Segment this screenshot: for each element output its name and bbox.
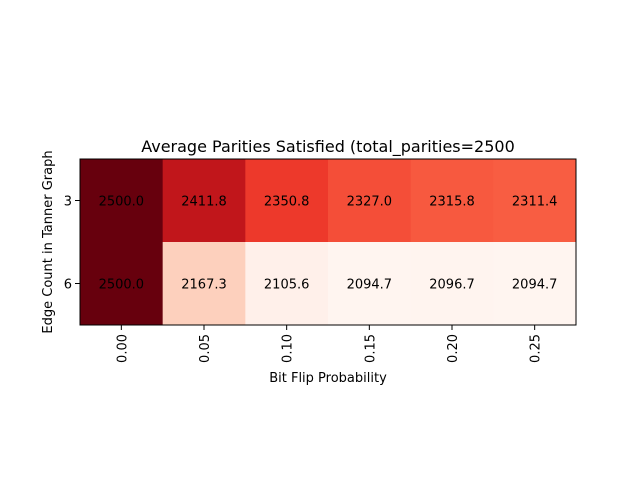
cell-value-label-r0-c1: 2411.8: [181, 195, 227, 210]
heatmap-cell-r1-c0: [80, 242, 164, 326]
heatmap-cell-r1-c1: [162, 242, 246, 326]
x-tick-label-2: 0.10: [281, 334, 296, 363]
y-axis-ticks: 36: [64, 195, 80, 293]
x-tick-label-0: 0.00: [115, 334, 130, 363]
x-axis-ticks: 0.00 0.05 0.10 0.15 0.20 0.25: [115, 325, 544, 363]
heatmap-cell-r0-c5: [493, 159, 577, 243]
x-tick-label-5: 0.25: [529, 334, 544, 363]
heatmap-cell-r0-c2: [245, 159, 329, 243]
x-tick-label-3: 0.15: [363, 334, 378, 363]
cell-value-label-r0-c4: 2315.8: [429, 195, 475, 210]
cell-value-label-r1-c0: 2500.0: [99, 278, 145, 293]
heatmap-cell-r0-c0: [80, 159, 164, 243]
cell-value-label-r1-c1: 2167.3: [181, 278, 227, 293]
x-tick-label-4: 0.20: [446, 334, 461, 363]
cell-value-label-r1-c4: 2096.7: [429, 278, 475, 293]
cell-value-label-r1-c3: 2094.7: [347, 278, 393, 293]
y-tick-label-1: 6: [64, 278, 72, 293]
heatmap-cell-r0-c1: [162, 159, 246, 243]
y-tick-label-0: 3: [64, 195, 72, 210]
x-tick-label-1: 0.05: [198, 334, 213, 363]
cell-value-label-r0-c2: 2350.8: [264, 195, 310, 210]
plot-frame: [79, 158, 577, 326]
heatmap-cell-labels: 2500.0 2411.8 2350.8 2327.0 2315.8 2311.4 2500…: [99, 195, 558, 293]
x-axis-label: Bit Flip Probability: [269, 371, 387, 386]
cell-value-label-r0-c5: 2311.4: [512, 195, 558, 210]
heatmap-cell-r1-c4: [410, 242, 494, 326]
cell-value-label-r1-c2: 2105.6: [264, 278, 310, 293]
heatmap-cell-r0-c4: [410, 159, 494, 243]
heatmap-cell-r1-c2: [245, 242, 329, 326]
heatmap-cell-r1-c3: [328, 242, 412, 326]
cell-value-label-r0-c0: 2500.0: [99, 195, 145, 210]
chart-title: Average Parities Satisfied (total_pariti…: [141, 137, 515, 157]
cell-value-label-r1-c5: 2094.7: [512, 278, 558, 293]
heatmap-cell-r0-c3: [328, 159, 412, 243]
heatmap-cells: [80, 159, 577, 326]
heatmap-cell-r1-c5: [493, 242, 577, 326]
y-axis-label: Edge Count in Tanner Graph: [41, 150, 56, 333]
cell-value-label-r0-c3: 2327.0: [347, 195, 393, 210]
